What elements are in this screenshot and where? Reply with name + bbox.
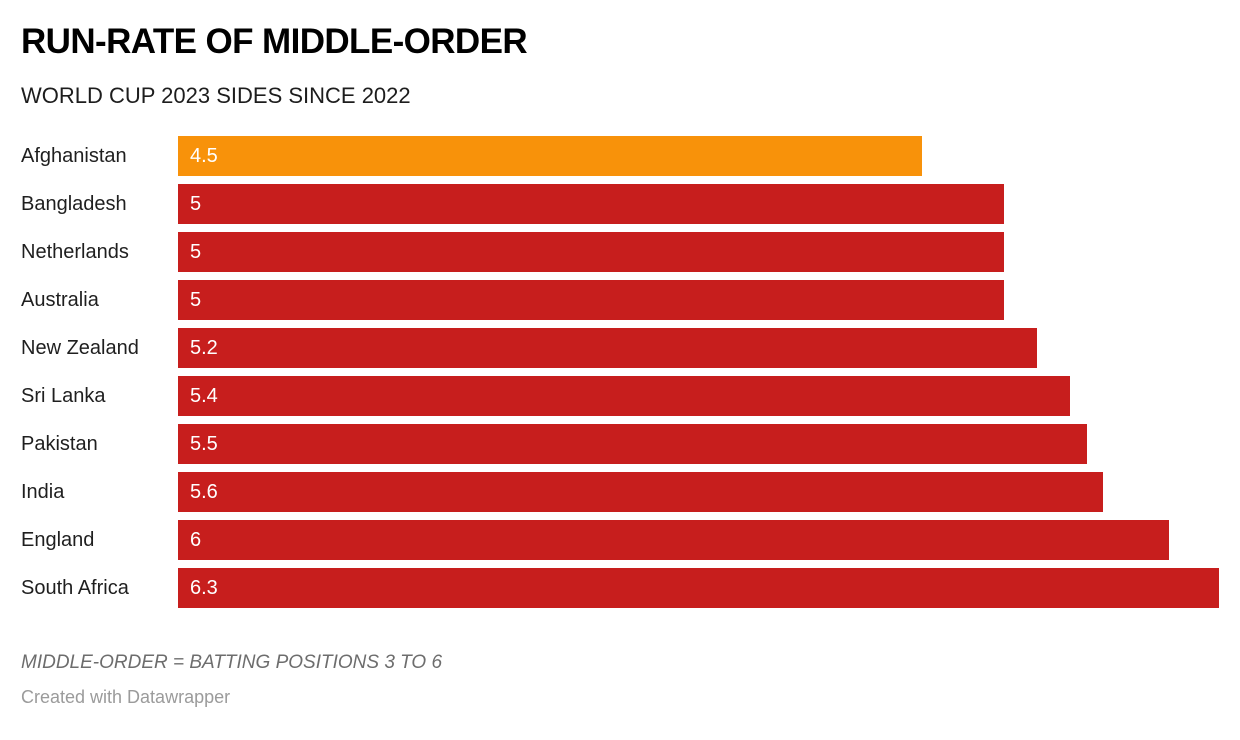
bar-track: 6.3 (178, 568, 1219, 609)
chart-title: RUN-RATE OF MIDDLE-ORDER (21, 22, 528, 61)
category-label: Bangladesh (21, 193, 127, 216)
bar-row: New Zealand 5.2 (21, 328, 1219, 369)
bar: 5 (178, 232, 1005, 273)
bar: 5.2 (178, 328, 1038, 369)
bar-row: Australia 5 (21, 280, 1219, 321)
bar-track: 4.5 (178, 136, 1219, 177)
bar: 5.6 (178, 472, 1104, 513)
bar-track: 5 (178, 280, 1219, 321)
bar-row: Pakistan 5.5 (21, 424, 1219, 465)
value-label: 4.5 (190, 144, 218, 167)
bar: 5.4 (178, 376, 1071, 417)
value-label: 5.4 (190, 384, 218, 407)
bar: 6.3 (178, 568, 1219, 609)
bar-row: Sri Lanka 5.4 (21, 376, 1219, 417)
value-label: 5.5 (190, 432, 218, 455)
value-label: 5 (190, 240, 202, 263)
chart-footnote: MIDDLE-ORDER = BATTING POSITIONS 3 TO 6 (21, 652, 443, 674)
bar-row: England 6 (21, 520, 1219, 561)
bar-row: Afghanistan 4.5 (21, 136, 1219, 177)
bar-track: 5.2 (178, 328, 1219, 369)
category-label: England (21, 529, 95, 552)
category-label: Afghanistan (21, 145, 127, 168)
bar: 5 (178, 280, 1005, 321)
value-label: 6.3 (190, 576, 218, 599)
bar-track: 5.4 (178, 376, 1219, 417)
category-label: Pakistan (21, 433, 98, 456)
bar-track: 5 (178, 232, 1219, 273)
bar-track: 5.6 (178, 472, 1219, 513)
bar-track: 5.5 (178, 424, 1219, 465)
bar-row: South Africa 6.3 (21, 568, 1219, 609)
category-label: Australia (21, 289, 99, 312)
value-label: 6 (190, 528, 202, 551)
bar-row: Netherlands 5 (21, 232, 1219, 273)
bar: 6 (178, 520, 1170, 561)
bar-row: India 5.6 (21, 472, 1219, 513)
category-label: India (21, 481, 65, 504)
value-label: 5 (190, 192, 202, 215)
value-label: 5 (190, 288, 202, 311)
value-label: 5.2 (190, 336, 218, 359)
bar-row: Bangladesh 5 (21, 184, 1219, 225)
value-label: 5.6 (190, 480, 218, 503)
category-label: Sri Lanka (21, 385, 106, 408)
bar-track: 6 (178, 520, 1219, 561)
category-label: South Africa (21, 577, 129, 600)
bar-track: 5 (178, 184, 1219, 225)
chart-subtitle: WORLD CUP 2023 SIDES SINCE 2022 (21, 83, 411, 109)
datawrapper-credit: Created with Datawrapper (21, 687, 231, 708)
bar: 4.5 (178, 136, 922, 177)
bar: 5 (178, 184, 1005, 225)
category-label: Netherlands (21, 241, 129, 264)
category-label: New Zealand (21, 337, 139, 360)
bar-chart: Afghanistan 4.5 Bangladesh 5 Netherlands… (21, 136, 1219, 609)
bar: 5.5 (178, 424, 1087, 465)
